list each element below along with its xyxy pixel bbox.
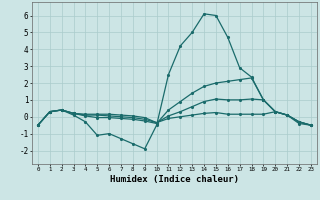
X-axis label: Humidex (Indice chaleur): Humidex (Indice chaleur) bbox=[110, 175, 239, 184]
